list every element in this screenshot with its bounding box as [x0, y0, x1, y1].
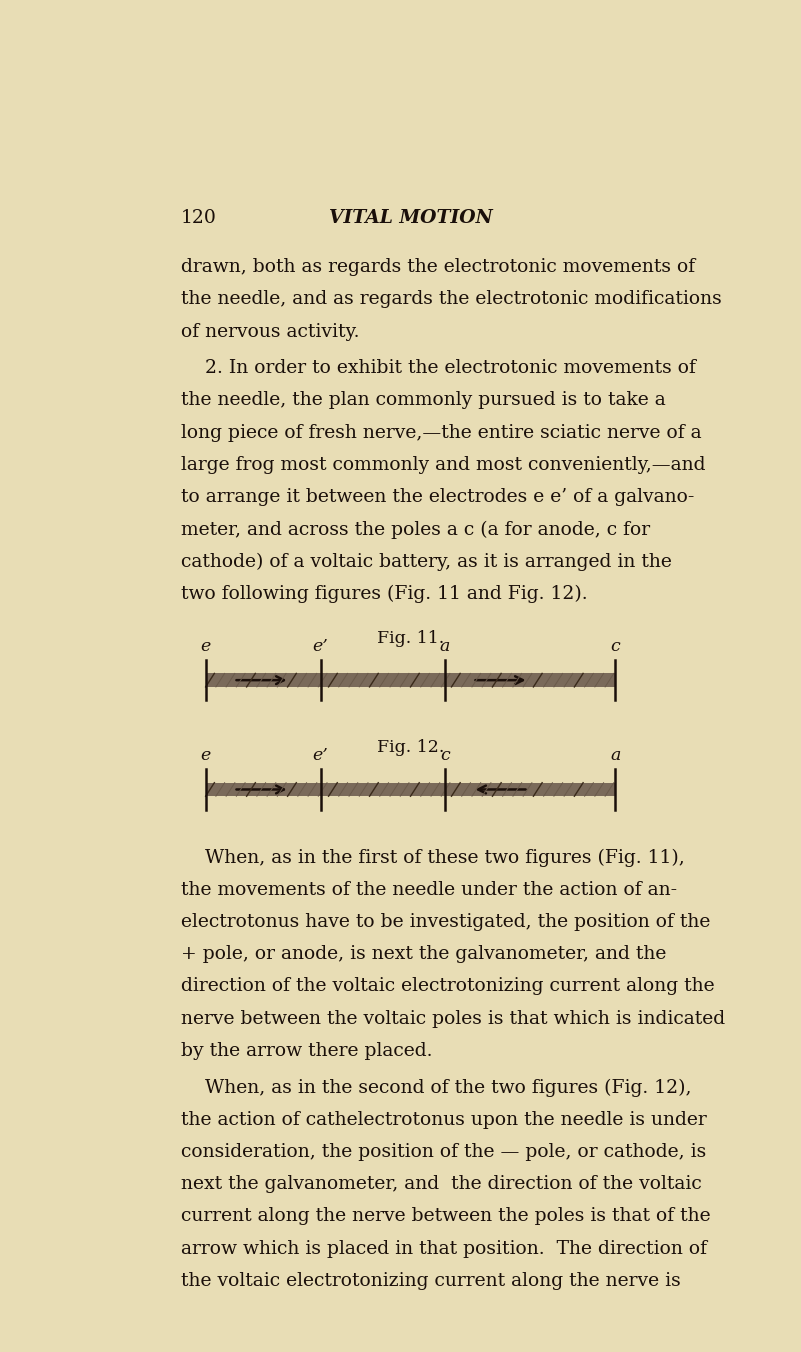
Text: When, as in the second of the two figures (Fig. 12),: When, as in the second of the two figure…	[181, 1079, 691, 1096]
Text: consideration, the position of the — pole, or cathode, is: consideration, the position of the — pol…	[181, 1142, 706, 1161]
Text: cathode) of a voltaic battery, as it is arranged in the: cathode) of a voltaic battery, as it is …	[181, 553, 672, 571]
Text: direction of the voltaic electrotonizing current along the: direction of the voltaic electrotonizing…	[181, 977, 714, 995]
Text: Fig. 12.: Fig. 12.	[376, 740, 445, 756]
Text: next the galvanometer, and  the direction of the voltaic: next the galvanometer, and the direction…	[181, 1175, 702, 1194]
Text: drawn, both as regards the electrotonic movements of: drawn, both as regards the electrotonic …	[181, 258, 695, 276]
Text: current along the nerve between the poles is that of the: current along the nerve between the pole…	[181, 1207, 710, 1225]
Text: two following figures (Fig. 11 and Fig. 12).: two following figures (Fig. 11 and Fig. …	[181, 585, 587, 603]
Bar	[206, 673, 615, 687]
Text: e’: e’	[312, 638, 328, 654]
Text: of nervous activity.: of nervous activity.	[181, 323, 360, 341]
Text: a: a	[440, 638, 450, 654]
Text: + pole, or anode, is next the galvanometer, and the: + pole, or anode, is next the galvanomet…	[181, 945, 666, 963]
Text: the needle, and as regards the electrotonic modifications: the needle, and as regards the electroto…	[181, 291, 722, 308]
Text: the action of cathelectrotonus upon the needle is under: the action of cathelectrotonus upon the …	[181, 1110, 706, 1129]
Text: by the arrow there placed.: by the arrow there placed.	[181, 1042, 433, 1060]
Text: long piece of fresh nerve,—the entire sciatic nerve of a: long piece of fresh nerve,—the entire sc…	[181, 423, 702, 442]
Text: nerve between the voltaic poles is that which is indicated: nerve between the voltaic poles is that …	[181, 1010, 725, 1028]
Text: arrow which is placed in that position.  The direction of: arrow which is placed in that position. …	[181, 1240, 706, 1257]
Text: c: c	[610, 638, 620, 654]
Text: e: e	[200, 746, 211, 764]
Text: large frog most commonly and most conveniently,—and: large frog most commonly and most conven…	[181, 456, 706, 473]
Text: to arrange it between the electrodes e e’ of a galvano-: to arrange it between the electrodes e e…	[181, 488, 694, 506]
Text: meter, and across the poles a c (a for anode, c for: meter, and across the poles a c (a for a…	[181, 521, 650, 538]
Text: 2. In order to exhibit the electrotonic movements of: 2. In order to exhibit the electrotonic …	[181, 360, 696, 377]
Text: the voltaic electrotonizing current along the nerve is: the voltaic electrotonizing current alon…	[181, 1272, 681, 1290]
Text: When, as in the first of these two figures (Fig. 11),: When, as in the first of these two figur…	[181, 848, 685, 867]
Text: e: e	[200, 638, 211, 654]
Text: the movements of the needle under the action of an-: the movements of the needle under the ac…	[181, 880, 677, 899]
Bar	[206, 783, 615, 796]
Text: Fig. 11.: Fig. 11.	[377, 630, 444, 646]
Text: the needle, the plan commonly pursued is to take a: the needle, the plan commonly pursued is…	[181, 391, 666, 410]
Text: 120: 120	[181, 210, 217, 227]
Text: a: a	[610, 746, 621, 764]
Text: c: c	[440, 746, 449, 764]
Text: electrotonus have to be investigated, the position of the: electrotonus have to be investigated, th…	[181, 913, 710, 930]
Text: e’: e’	[312, 746, 328, 764]
Text: VITAL MOTION: VITAL MOTION	[328, 210, 493, 227]
